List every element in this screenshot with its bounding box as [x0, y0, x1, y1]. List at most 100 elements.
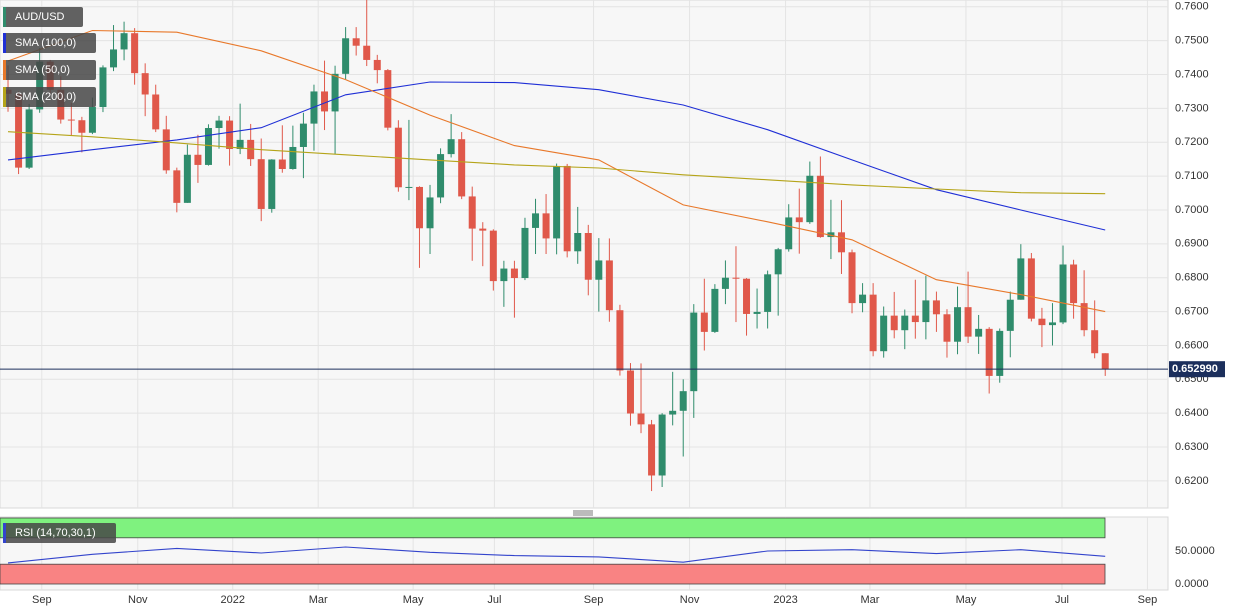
candle-body [816, 175, 824, 238]
candle-body [215, 120, 223, 129]
candle-body [1091, 330, 1099, 354]
candle-body [99, 67, 107, 108]
candle-body [700, 312, 708, 332]
candle-body [1070, 264, 1078, 304]
candle-body [373, 59, 381, 71]
candle-body [542, 213, 550, 239]
candle-body [257, 159, 265, 209]
candle-body [890, 315, 898, 331]
candle-body [658, 414, 666, 476]
candle-body [584, 233, 592, 280]
candle-body [605, 260, 613, 311]
legend-label: SMA (100,0) [15, 37, 76, 49]
candle-body [869, 294, 877, 352]
candle-body [1059, 264, 1067, 323]
legend-entry[interactable]: SMA (100,0) [3, 33, 96, 53]
y-tick-label: 0.6400 [1175, 407, 1209, 419]
legend-label: AUD/USD [15, 11, 65, 23]
legend-swatch [3, 87, 6, 107]
legend-swatch [3, 7, 6, 27]
candle-body [489, 230, 497, 282]
candle-body [299, 123, 307, 147]
candle-body [690, 312, 698, 392]
legend-swatch [3, 60, 6, 80]
candle-body [447, 139, 455, 155]
candle-body [806, 175, 814, 223]
candle-body [88, 107, 96, 133]
y-tick-label: 0.6600 [1175, 339, 1209, 351]
candle-body [626, 370, 634, 414]
candle-body [574, 233, 582, 252]
candle-body [236, 139, 244, 150]
legend-label: RSI (14,70,30,1) [15, 527, 96, 539]
candle-body [437, 154, 445, 198]
candle-body [1017, 258, 1025, 300]
x-tick-label: Jul [1055, 594, 1069, 606]
legend-swatch [3, 33, 6, 53]
candle-body [36, 61, 44, 110]
candle-body [1038, 318, 1046, 326]
candle-body [204, 128, 212, 165]
candle-body [426, 197, 434, 229]
rsi-band [0, 563, 1106, 585]
x-tick-label: Mar [860, 594, 879, 606]
x-tick-label: Mar [309, 594, 328, 606]
candle-body [732, 277, 740, 279]
candle-body [405, 186, 413, 188]
candle-body [711, 288, 719, 332]
y-tick-label: 0.7000 [1175, 204, 1209, 216]
legend-entry[interactable]: RSI (14,70,30,1) [3, 523, 116, 543]
candle-body [964, 307, 972, 337]
line [7, 131, 1106, 195]
legend-label: SMA (200,0) [15, 91, 76, 103]
candle-body [321, 91, 329, 112]
candle-body [500, 268, 508, 282]
y-tick-label: 0.6800 [1175, 272, 1209, 284]
candle-body [669, 410, 677, 415]
candle-body [859, 294, 867, 304]
candle-body [880, 315, 888, 352]
legend: AUD/USD SMA (100,0) SMA (50,0) SMA (200,0) R… [3, 7, 116, 543]
candle-body [721, 277, 729, 289]
legend-entry[interactable]: AUD/USD [3, 7, 83, 27]
legend-box [3, 523, 116, 543]
x-tick-label: Jul [487, 594, 501, 606]
candle-body [637, 413, 645, 425]
legend-label: SMA (50,0) [15, 64, 70, 76]
candle-body [183, 154, 191, 203]
candle-body [764, 274, 772, 312]
candle-body [342, 38, 350, 74]
candle-body [479, 228, 487, 231]
y-tick-label: 0.6300 [1175, 441, 1209, 453]
candle-body [194, 154, 202, 165]
x-tick-label: 2022 [220, 594, 244, 606]
legend-box [3, 87, 96, 107]
candle-body [827, 232, 835, 238]
candle-body [278, 159, 286, 169]
candle-body [468, 196, 476, 229]
y-tick-label: 0.6900 [1175, 238, 1209, 250]
legend-box [3, 7, 83, 27]
legend-box [3, 60, 96, 80]
candle-body [67, 119, 75, 121]
candle-body [141, 73, 149, 95]
candle-body [247, 139, 255, 160]
candle-body [595, 260, 603, 280]
legend-box [3, 33, 96, 53]
candle-body [848, 252, 856, 304]
x-tick-label: Sep [1138, 594, 1158, 606]
y-tick-label: 0.6700 [1175, 305, 1209, 317]
candle-body [901, 315, 909, 331]
candle-body [152, 94, 160, 130]
line [7, 546, 1106, 564]
legend-entry[interactable]: SMA (200,0) [3, 87, 96, 107]
candle-body [837, 232, 845, 253]
candle-body [162, 129, 170, 171]
x-tick-label: Sep [32, 594, 52, 606]
legend-entry[interactable]: SMA (50,0) [3, 60, 96, 80]
candle-body [648, 424, 656, 476]
pane-resize-handle[interactable] [573, 510, 593, 516]
candle-body [975, 328, 983, 337]
